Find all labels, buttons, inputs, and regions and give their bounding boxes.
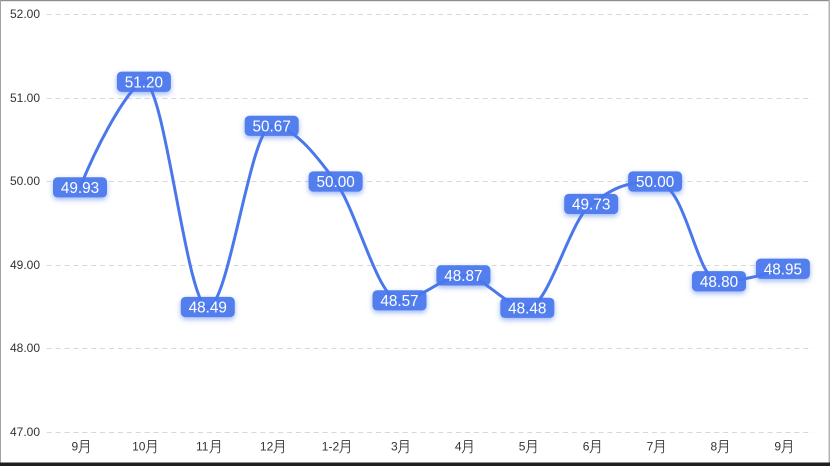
svg-text:3: 3: [391, 439, 398, 453]
svg-text:48.48: 48.48: [508, 300, 546, 317]
svg-text:49.93: 49.93: [61, 180, 99, 197]
svg-text:9: 9: [72, 439, 79, 453]
svg-text:50.00: 50.00: [316, 174, 354, 191]
svg-text:9: 9: [774, 439, 781, 453]
svg-text:49.00: 49.00: [10, 258, 40, 272]
svg-text:50.67: 50.67: [253, 118, 291, 135]
svg-text:48.49: 48.49: [189, 300, 227, 317]
svg-text:6: 6: [583, 439, 590, 453]
svg-text:50.00: 50.00: [636, 174, 674, 191]
svg-text:48.95: 48.95: [764, 261, 802, 278]
svg-text:8: 8: [711, 439, 718, 453]
svg-text:10: 10: [132, 439, 146, 453]
svg-text:11: 11: [196, 439, 209, 453]
svg-text:48.00: 48.00: [10, 341, 40, 355]
svg-text:49.73: 49.73: [572, 197, 610, 214]
svg-text:1-2: 1-2: [322, 439, 340, 453]
svg-text:47.00: 47.00: [10, 425, 40, 439]
svg-text:48.80: 48.80: [700, 274, 738, 291]
svg-text:48.87: 48.87: [444, 268, 482, 285]
svg-text:50.00: 50.00: [10, 174, 40, 188]
svg-text:51.20: 51.20: [125, 74, 163, 91]
svg-text:5: 5: [519, 439, 526, 453]
svg-text:7: 7: [647, 439, 654, 453]
svg-text:48.57: 48.57: [380, 293, 418, 310]
svg-text:51.00: 51.00: [10, 91, 40, 105]
svg-text:12: 12: [260, 439, 274, 453]
svg-text:4: 4: [455, 439, 462, 453]
svg-text:52.00: 52.00: [10, 7, 40, 21]
